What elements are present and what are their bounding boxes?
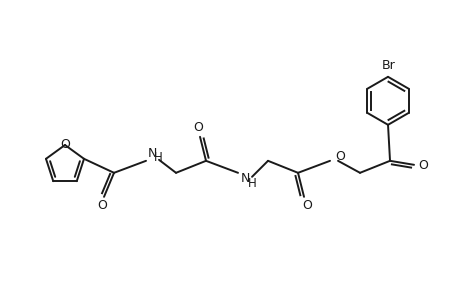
Text: O: O: [417, 159, 427, 172]
Text: O: O: [334, 150, 344, 163]
Text: N: N: [241, 172, 250, 185]
Text: N: N: [148, 147, 157, 160]
Text: H: H: [154, 151, 162, 164]
Text: O: O: [97, 199, 107, 212]
Text: Br: Br: [381, 59, 395, 72]
Text: O: O: [302, 199, 311, 212]
Text: O: O: [60, 139, 70, 152]
Text: H: H: [247, 177, 256, 190]
Text: O: O: [193, 121, 202, 134]
